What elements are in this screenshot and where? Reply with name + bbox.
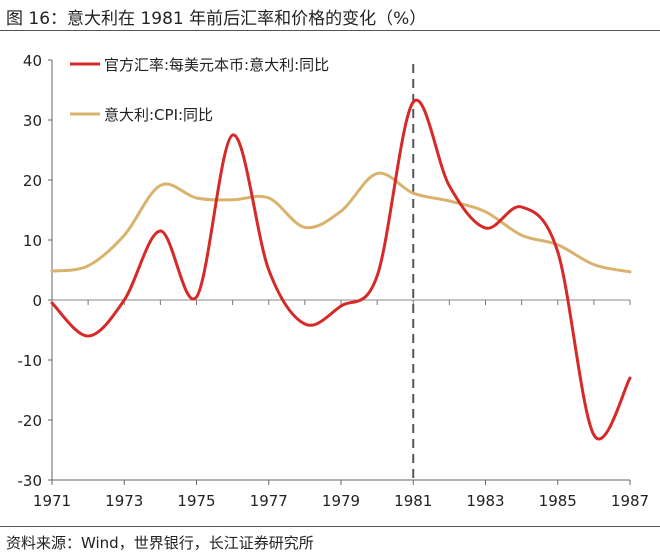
x-tick-label: 1981 bbox=[394, 492, 432, 510]
x-tick-label: 1985 bbox=[539, 492, 577, 510]
y-tick-label: 30 bbox=[23, 112, 42, 130]
x-tick-label: 1977 bbox=[250, 492, 288, 510]
line-chart: 40 30 20 10 0 -10 -20 -30 1971 1973 1975 1977 1979 19… bbox=[18, 52, 650, 510]
y-tick-label: -30 bbox=[18, 472, 43, 490]
x-tick-label: 1987 bbox=[611, 492, 649, 510]
title-divider bbox=[0, 30, 660, 31]
legend-label: 意大利:CPI:同比 bbox=[104, 106, 213, 124]
series-lines bbox=[50, 98, 632, 441]
axes: 40 30 20 10 0 -10 -20 -30 1971 1973 1975 1977 1979 19… bbox=[18, 52, 650, 510]
x-tick-label: 1975 bbox=[177, 492, 215, 510]
series-line-fx-rate bbox=[50, 98, 632, 441]
x-tick-label: 1979 bbox=[322, 492, 360, 510]
y-tick-label: -20 bbox=[18, 412, 43, 430]
source-divider bbox=[0, 526, 660, 527]
y-tick-label: -10 bbox=[18, 352, 43, 370]
x-tick-label: 1983 bbox=[466, 492, 504, 510]
y-tick-label: 20 bbox=[23, 172, 42, 190]
y-tick-label: 10 bbox=[23, 232, 42, 250]
source-note: 资料来源：Wind，世界银行，长江证券研究所 bbox=[6, 534, 314, 552]
series-line-cpi bbox=[50, 171, 632, 274]
chart-title: 图 16：意大利在 1981 年前后汇率和价格的变化（%） bbox=[6, 9, 427, 29]
y-tick-label: 0 bbox=[32, 292, 42, 310]
x-tick-label: 1973 bbox=[105, 492, 143, 510]
y-tick-label: 40 bbox=[23, 52, 42, 70]
x-tick-label: 1971 bbox=[33, 492, 71, 510]
legend-label: 官方汇率:每美元本币:意大利:同比 bbox=[104, 56, 329, 74]
